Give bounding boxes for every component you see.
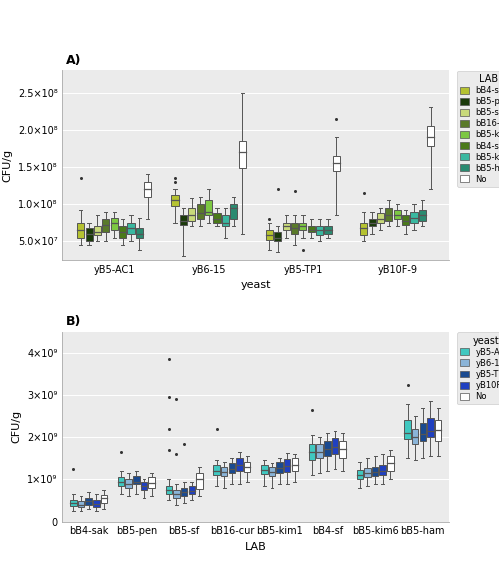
Bar: [222, 215, 229, 226]
Bar: [419, 210, 426, 220]
Bar: [324, 226, 332, 234]
Bar: [196, 473, 203, 489]
Bar: [172, 195, 179, 206]
Bar: [214, 465, 220, 475]
Bar: [339, 441, 346, 458]
Bar: [221, 467, 228, 476]
Bar: [125, 479, 132, 488]
Bar: [368, 219, 376, 226]
Bar: [244, 462, 250, 472]
Bar: [309, 444, 315, 461]
Bar: [181, 488, 187, 496]
Bar: [420, 423, 426, 441]
Bar: [357, 470, 363, 479]
Bar: [291, 458, 298, 471]
Y-axis label: CFU/g: CFU/g: [11, 410, 21, 443]
Bar: [332, 438, 338, 454]
Bar: [427, 126, 434, 146]
X-axis label: LAB: LAB: [245, 542, 266, 552]
Bar: [385, 208, 392, 220]
Bar: [197, 204, 204, 219]
Text: B): B): [66, 315, 82, 328]
Bar: [412, 429, 419, 444]
Bar: [308, 226, 315, 233]
Bar: [282, 223, 290, 230]
Bar: [85, 498, 92, 505]
Bar: [173, 490, 180, 498]
Bar: [274, 233, 281, 241]
Bar: [188, 208, 196, 220]
Bar: [127, 223, 135, 234]
Bar: [189, 486, 195, 494]
Bar: [133, 476, 140, 485]
Bar: [94, 226, 101, 236]
Bar: [372, 467, 378, 476]
Bar: [111, 217, 118, 230]
Bar: [118, 478, 124, 486]
Bar: [136, 228, 143, 237]
Bar: [148, 478, 155, 488]
Bar: [269, 467, 275, 476]
Bar: [261, 465, 267, 474]
Bar: [387, 456, 394, 471]
Bar: [77, 223, 84, 237]
Bar: [324, 441, 331, 456]
X-axis label: yeast: yeast: [241, 280, 271, 290]
Bar: [102, 219, 109, 233]
Bar: [144, 182, 151, 197]
Bar: [427, 418, 434, 437]
Bar: [266, 230, 273, 240]
Bar: [101, 495, 107, 503]
Bar: [299, 223, 306, 230]
Bar: [291, 223, 298, 234]
Bar: [230, 204, 238, 219]
Bar: [411, 212, 418, 223]
Bar: [85, 228, 93, 241]
Legend: yB5-AC1, yB6-15, yB5-TP1, yB10F-9, No: yB5-AC1, yB6-15, yB5-TP1, yB10F-9, No: [457, 332, 499, 404]
Bar: [205, 200, 212, 215]
Bar: [394, 210, 401, 219]
Y-axis label: CFU/g: CFU/g: [2, 149, 12, 182]
Bar: [316, 226, 323, 236]
Bar: [78, 501, 84, 507]
Bar: [239, 141, 246, 168]
Bar: [70, 500, 77, 506]
Legend: bB4-sak, bB5-pen, bB5-sf, bB16-cur, bB5-kim1, bB4-sf, bB5-kim6, bB5-ham, No: bB4-sak, bB5-pen, bB5-sf, bB16-cur, bB5-…: [457, 71, 499, 187]
Bar: [316, 444, 323, 458]
Bar: [284, 459, 290, 472]
Bar: [379, 465, 386, 475]
Bar: [360, 223, 367, 236]
Text: A): A): [66, 53, 82, 67]
Bar: [377, 213, 384, 223]
Bar: [214, 213, 221, 223]
Bar: [276, 462, 283, 473]
Bar: [166, 486, 172, 494]
Bar: [435, 420, 441, 441]
Bar: [402, 215, 409, 225]
Bar: [180, 215, 187, 225]
Bar: [404, 420, 411, 440]
Bar: [141, 482, 147, 490]
Bar: [229, 462, 235, 473]
Bar: [93, 500, 99, 507]
Bar: [364, 468, 371, 478]
Bar: [333, 156, 340, 171]
Bar: [236, 458, 243, 471]
Bar: [119, 226, 126, 237]
